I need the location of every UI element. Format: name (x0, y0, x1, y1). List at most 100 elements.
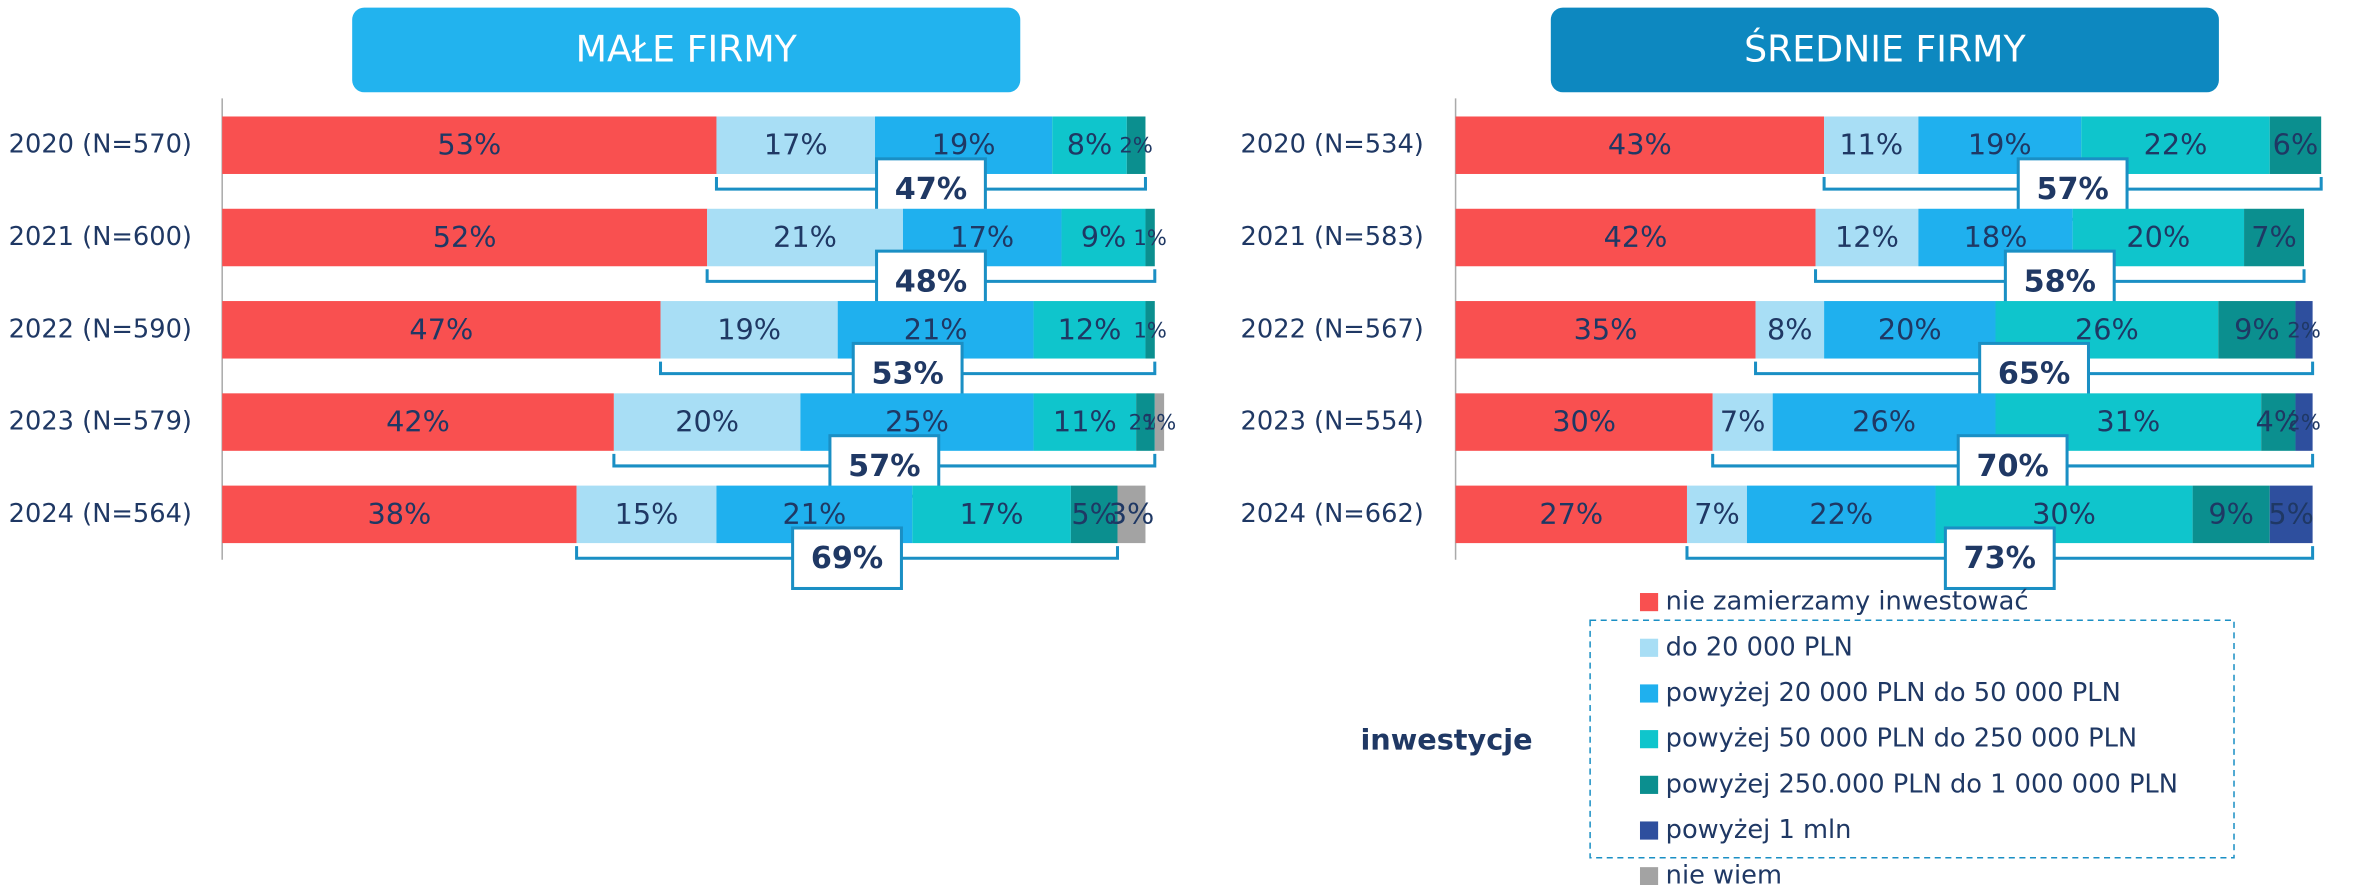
bar-segment (1136, 393, 1155, 451)
legend-label: powyżej 1 mln (1666, 815, 1852, 845)
legend-swatch (1639, 684, 1659, 703)
bar-segment (2295, 393, 2313, 451)
data-label: 9% (2208, 497, 2254, 531)
bar-segment (2192, 485, 2270, 544)
data-label: 17% (764, 128, 828, 162)
bar-segment (222, 485, 577, 544)
data-label: 47% (409, 312, 473, 346)
legend-swatch (1639, 638, 1659, 657)
data-label: 25% (885, 405, 949, 439)
data-label: 26% (1852, 405, 1916, 439)
data-label: 19% (932, 128, 996, 162)
bracket-label: 69% (811, 541, 883, 576)
bracket-label: 48% (895, 264, 967, 299)
data-label: 43% (1608, 128, 1672, 162)
bar-segment (1455, 301, 1756, 359)
bar-segment (1712, 393, 1773, 451)
data-label: 26% (2075, 312, 2139, 346)
data-label: 53% (437, 128, 501, 162)
bar-segment (613, 393, 801, 451)
data-label: 6% (2273, 128, 2319, 162)
bar-segment (1455, 393, 1713, 451)
data-label: 9% (2234, 312, 2280, 346)
bar-segment (222, 393, 614, 451)
data-label: 27% (1539, 497, 1603, 531)
category-label: 2022 (N=567) (1241, 314, 1424, 344)
bracket-label: 73% (1964, 541, 2036, 576)
bracket-label: 58% (2024, 264, 2096, 299)
data-label: 9% (1081, 220, 1127, 254)
data-label: 1% (1133, 225, 1167, 250)
data-label: 19% (1968, 128, 2032, 162)
data-label: 2% (2287, 317, 2321, 342)
bar-segment (576, 485, 717, 544)
bar-segment (1455, 485, 1687, 544)
legend-group-label: inwestycje (1360, 722, 1532, 756)
category-label: 2023 (N=579) (9, 407, 192, 437)
data-label: 8% (1767, 312, 1813, 346)
bar-segment (1824, 116, 1919, 174)
bar-segment (1033, 301, 1146, 359)
bar-segment (2218, 301, 2296, 359)
legend-label: do 20 000 PLN (1666, 632, 1853, 662)
legend-label: powyżej 20 000 PLN do 50 000 PLN (1666, 678, 2121, 708)
data-label: 12% (1835, 220, 1899, 254)
data-label: 21% (904, 312, 968, 346)
data-label: 22% (1809, 497, 1873, 531)
bar-segment (716, 116, 876, 174)
legend-label: powyżej 250.000 PLN do 1 000 000 PLN (1666, 769, 2178, 799)
bar-segment (1126, 116, 1146, 174)
data-label: 21% (782, 497, 846, 531)
bar-segment (1455, 208, 1816, 267)
data-label: 20% (2126, 220, 2190, 254)
legend-swatch (1639, 593, 1659, 612)
bar-segment (1154, 393, 1165, 451)
data-label: 17% (950, 220, 1014, 254)
data-label: 12% (1058, 312, 1122, 346)
data-label: 8% (1067, 128, 1113, 162)
bar-segment (2269, 485, 2313, 544)
data-label: 18% (1964, 220, 2028, 254)
bar-segment (222, 208, 708, 267)
bar-segment (1145, 208, 1155, 267)
chart-title: ŚREDNIE FIRMY (1744, 27, 2026, 70)
legend-label: nie wiem (1666, 861, 1782, 885)
bar-segment (660, 301, 838, 359)
bar-segment (1686, 485, 1747, 544)
bar-segment (1824, 301, 1996, 359)
legend-swatch (1639, 775, 1659, 794)
bar-segment (2261, 393, 2296, 451)
bar-segment (2244, 208, 2305, 267)
data-label: 31% (2096, 405, 2160, 439)
bar-segment (1746, 485, 1936, 544)
data-label: 21% (773, 220, 837, 254)
bar-segment (1815, 208, 1919, 267)
data-label: 35% (1574, 312, 1638, 346)
data-label: 5% (1071, 497, 1117, 531)
category-label: 2020 (N=570) (9, 130, 192, 160)
bracket-label: 70% (1976, 449, 2048, 484)
data-label: 20% (1878, 312, 1942, 346)
data-label: 38% (367, 497, 431, 531)
bar-segment (1061, 208, 1146, 267)
data-label: 22% (2144, 128, 2208, 162)
data-label: 4% (2256, 405, 2302, 439)
data-label: 1% (1143, 410, 1177, 435)
bar-segment (2269, 116, 2322, 174)
data-label: 17% (960, 497, 1024, 531)
bar-segment (1033, 393, 1137, 451)
data-label: 30% (1552, 405, 1616, 439)
data-label: 7% (1720, 405, 1766, 439)
bar-segment (1070, 485, 1118, 544)
category-label: 2024 (N=564) (9, 499, 192, 529)
bracket-label: 47% (895, 172, 967, 207)
legend-swatch (1639, 867, 1659, 885)
legend-swatch (1639, 730, 1659, 749)
data-label: 30% (2032, 497, 2096, 531)
bracket-label: 65% (1998, 357, 2070, 392)
data-label: 2% (2287, 410, 2321, 435)
category-label: 2022 (N=590) (9, 314, 192, 344)
bracket-label: 57% (2036, 172, 2108, 207)
category-label: 2023 (N=554) (1241, 407, 1424, 437)
